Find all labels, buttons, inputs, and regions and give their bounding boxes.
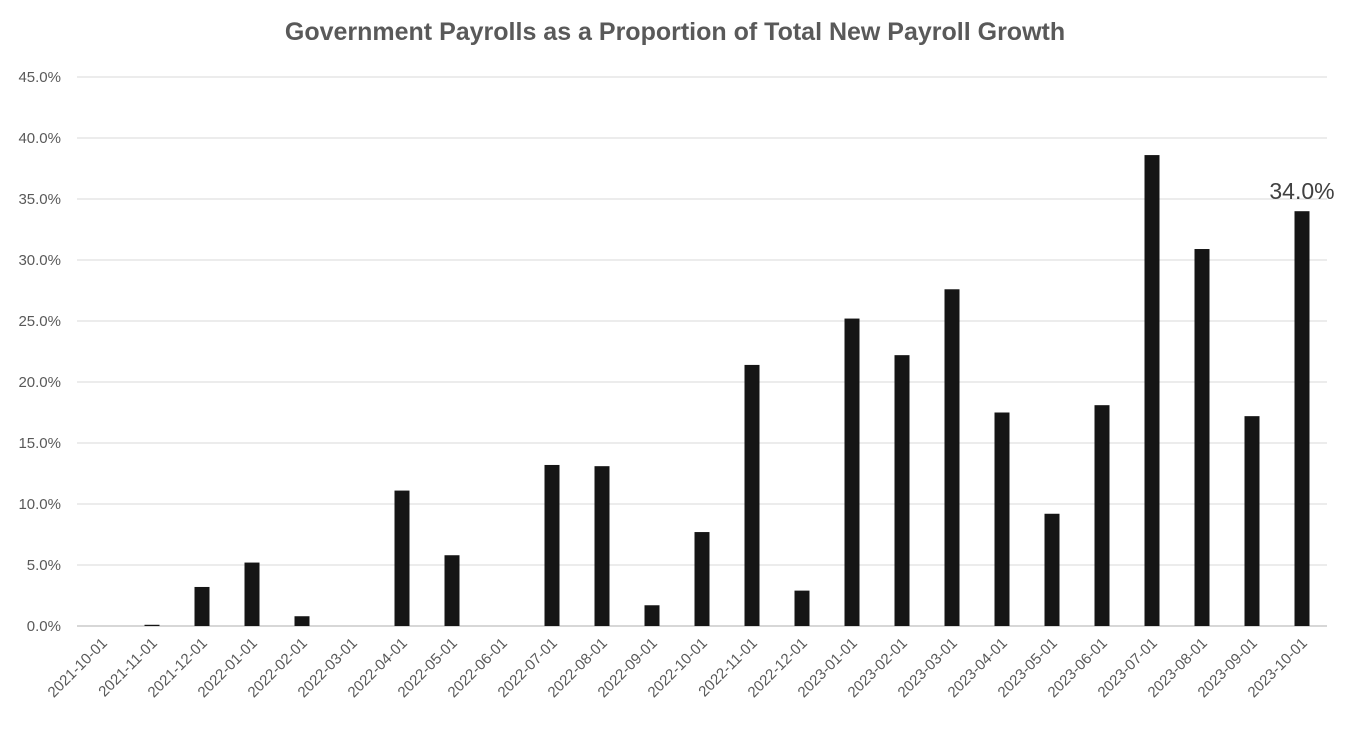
y-tick-label: 35.0% xyxy=(18,191,61,208)
y-tick-label: 5.0% xyxy=(27,557,61,574)
bar-2022-04-01 xyxy=(394,490,410,626)
y-tick-label: 40.0% xyxy=(18,130,61,147)
bar-2023-06-01 xyxy=(1094,405,1110,626)
chart-title: Government Payrolls as a Proportion of T… xyxy=(284,18,1066,46)
bar-2022-12-01 xyxy=(794,590,810,626)
data-labels: 34.0% xyxy=(1269,178,1334,204)
x-axis-ticks: 2021-10-012021-11-012021-12-012022-01-01… xyxy=(45,635,1311,701)
bar-2023-03-01 xyxy=(944,289,960,626)
y-tick-label: 0.0% xyxy=(27,618,61,635)
bar-2021-12-01 xyxy=(194,586,210,626)
bar-2021-11-01 xyxy=(144,624,160,626)
y-axis-ticks: 0.0% 5.0% 10.0% 15.0% 20.0% 25.0% 30.0% 35.0% 40… xyxy=(18,69,61,635)
data-label: 34.0% xyxy=(1269,178,1334,204)
bars xyxy=(144,155,1310,626)
bar-2022-02-01 xyxy=(294,616,310,626)
bar-2023-02-01 xyxy=(894,355,910,626)
bar-2023-04-01 xyxy=(994,412,1010,626)
bar-2022-07-01 xyxy=(544,464,560,626)
bar-2022-05-01 xyxy=(444,555,460,626)
y-tick-label: 30.0% xyxy=(18,252,61,269)
bar-2022-08-01 xyxy=(594,466,610,626)
bar-2022-11-01 xyxy=(744,364,760,626)
bar-2022-10-01 xyxy=(694,532,710,626)
y-tick-label: 15.0% xyxy=(18,435,61,452)
bar-2023-07-01 xyxy=(1144,155,1160,626)
bar-2023-09-01 xyxy=(1244,416,1260,626)
bar-2023-10-01 xyxy=(1294,211,1310,626)
y-tick-label: 10.0% xyxy=(18,496,61,513)
bar-2023-01-01 xyxy=(844,318,860,626)
y-tick-label: 25.0% xyxy=(18,313,61,330)
bar-2023-08-01 xyxy=(1194,249,1210,626)
bar-2022-09-01 xyxy=(644,605,660,626)
y-tick-label: 45.0% xyxy=(18,69,61,86)
y-tick-label: 20.0% xyxy=(18,374,61,391)
bar-2022-01-01 xyxy=(244,562,260,626)
bar-2023-05-01 xyxy=(1044,513,1060,626)
